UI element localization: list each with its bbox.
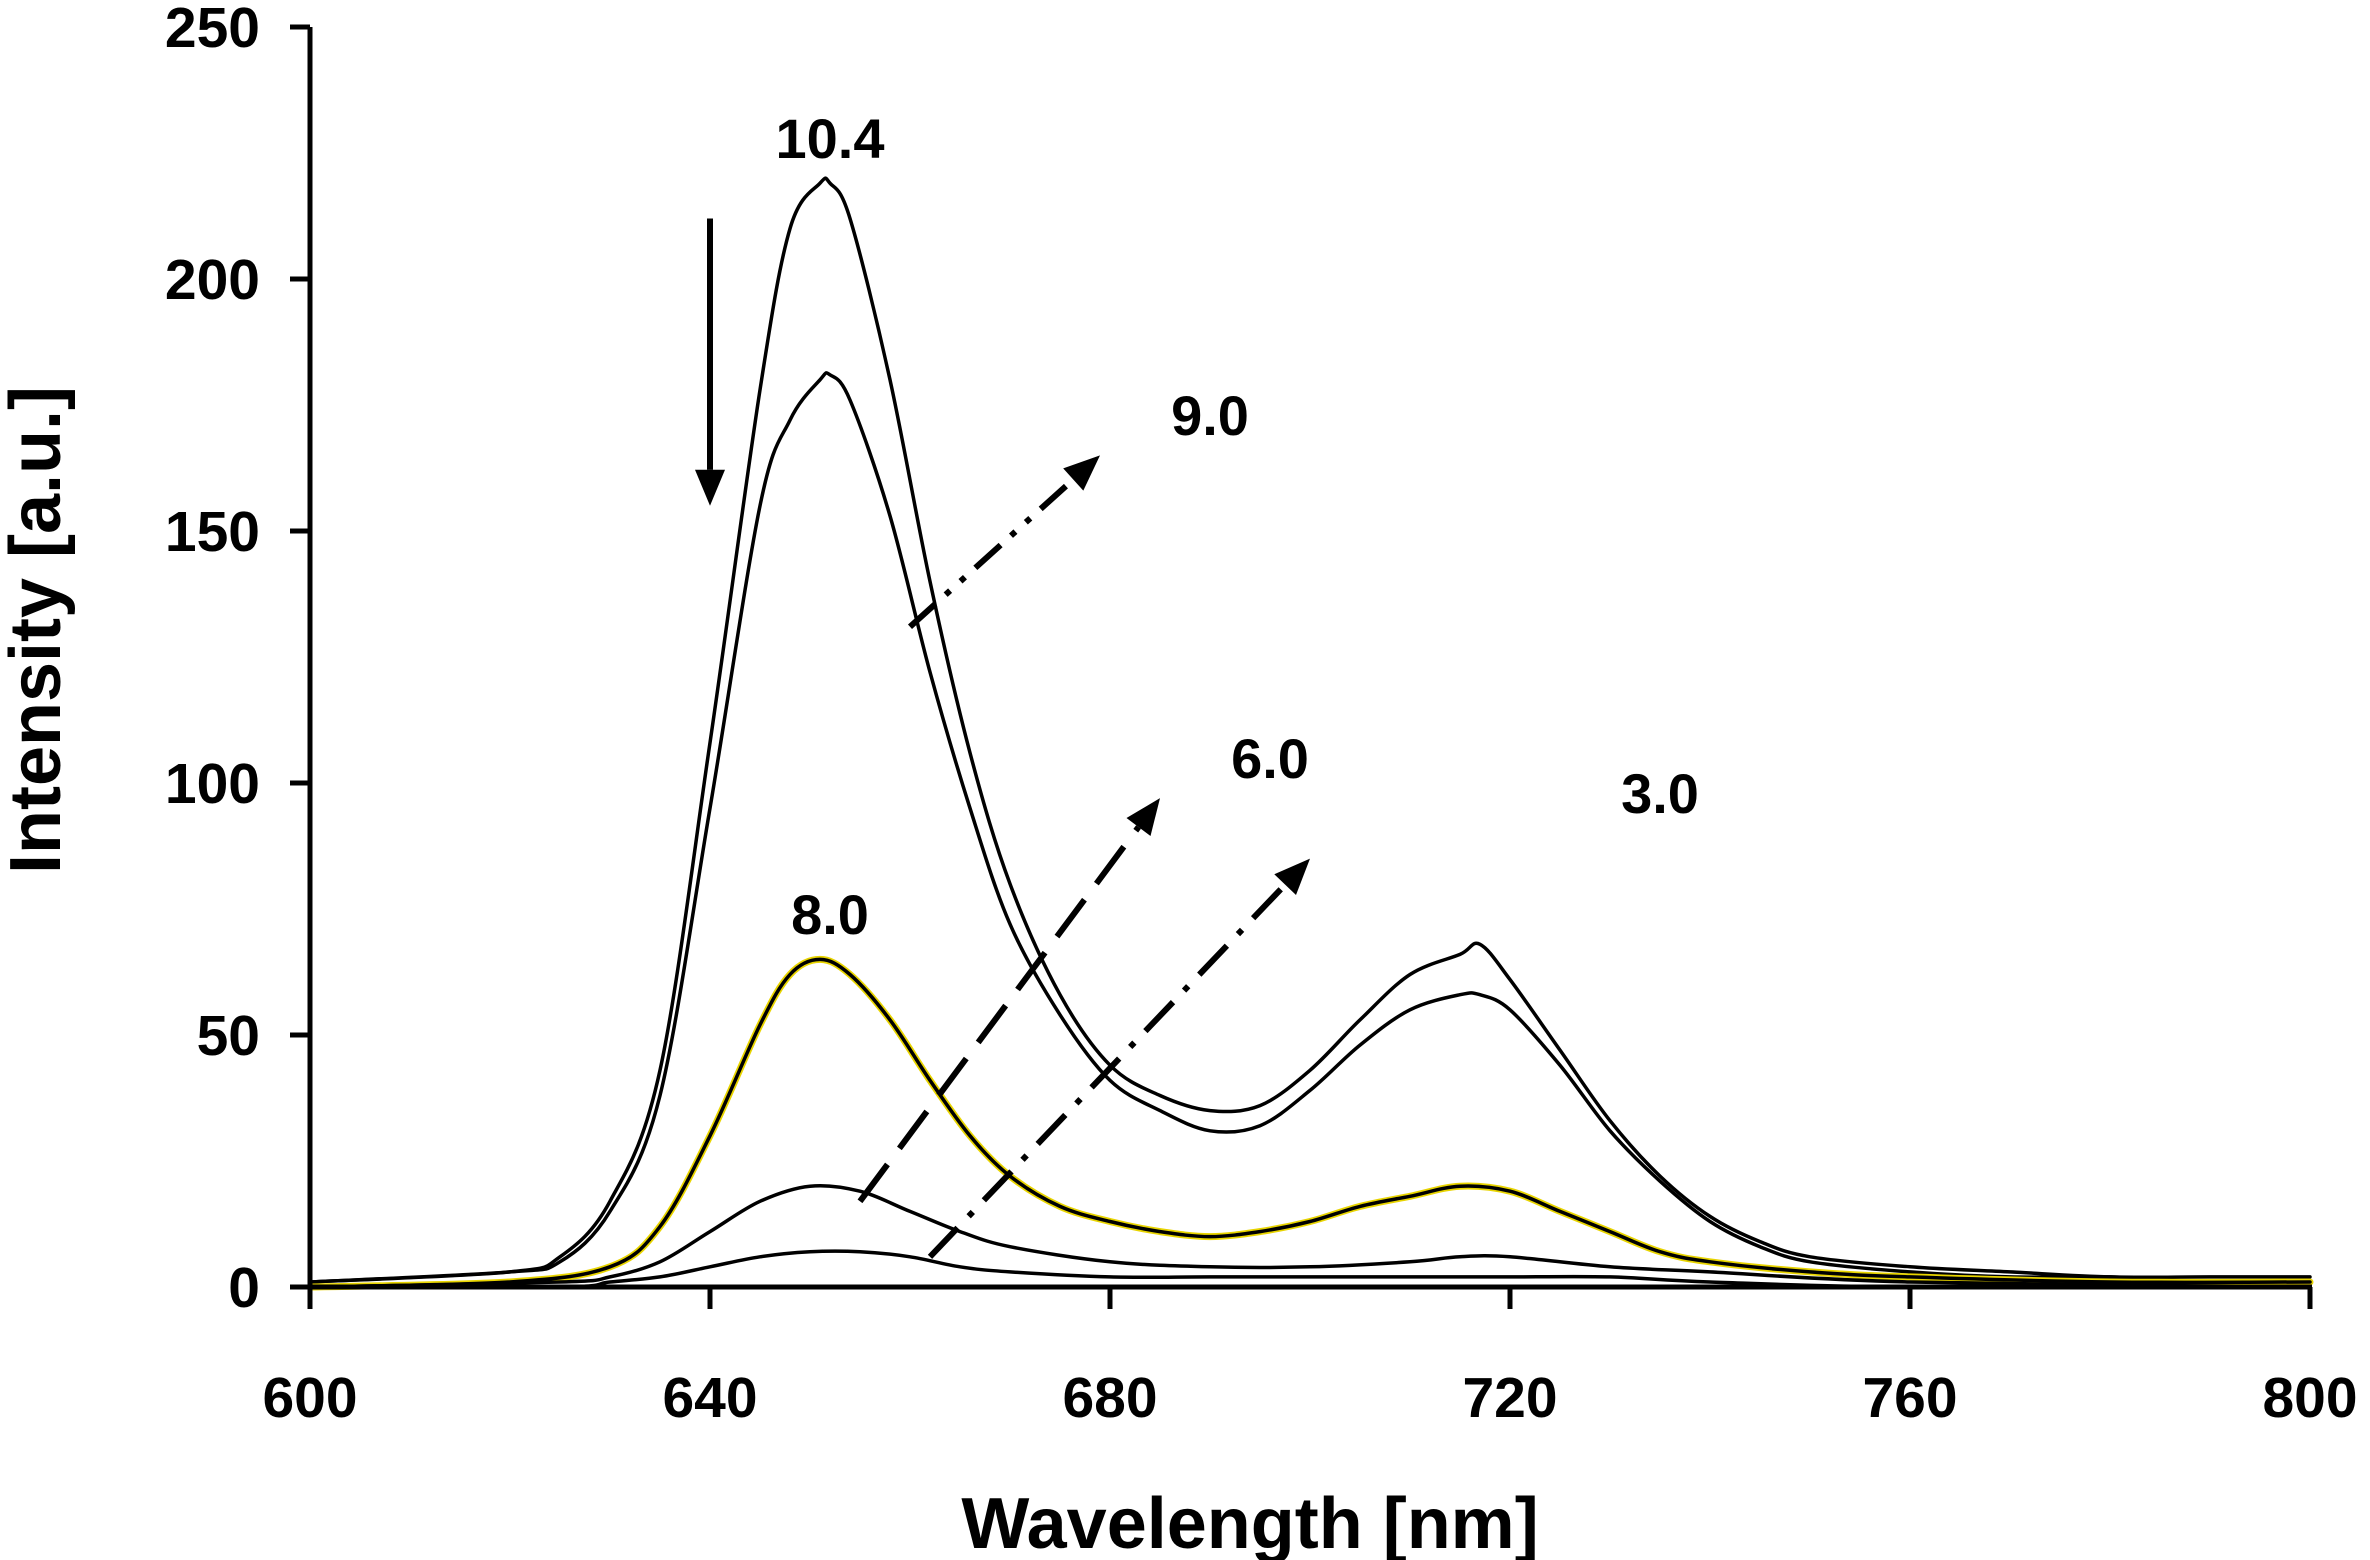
series-line-3-0 [308,1249,2312,1290]
arrow-dash-dot-dot [907,455,1100,629]
y-tick-label: 100 [165,752,260,816]
arrow-head [695,469,725,506]
arrow-head [1126,798,1160,836]
arrow-shaft [927,882,1288,1259]
arrow-layer [695,218,1310,1259]
x-tick-label: 800 [2262,1366,2357,1430]
arrow-shaft [857,825,1141,1204]
arrow-shaft [907,477,1076,629]
y-axis-title: Intensity [a.u.] [0,386,76,874]
series-line-8-0 [308,957,2312,1289]
y-tick-label: 150 [165,500,260,564]
y-tick-label: 200 [165,248,260,312]
arrow-head [1063,455,1100,491]
x-tick-label: 680 [1062,1366,1157,1430]
arrow-solid [695,218,725,506]
annotation-9-0: 9.0 [1171,384,1249,447]
arrow-dashed [857,798,1160,1204]
y-tick-label: 0 [228,1256,260,1320]
annotation-10-4: 10.4 [776,107,885,170]
x-tick-label: 720 [1462,1366,1557,1430]
series-line-9-0 [308,371,2312,1285]
y-tick-label: 250 [165,0,260,60]
x-tick-label: 760 [1862,1366,1957,1430]
x-axis-title: Wavelength [nm] [961,1484,1538,1560]
label-layer: 10.4 9.0 8.0 6.0 3.0 [776,107,1699,946]
axes-layer: 0 50 100 150 200 250 600 640 680 720 760 800 [165,0,2358,1430]
series-line-6-0 [308,1183,2312,1289]
annotation-3-0: 3.0 [1621,762,1699,825]
x-tick-label: 600 [262,1366,357,1430]
arrow-dash-dot [927,858,1310,1259]
series-line-10-4 [308,176,2312,1284]
annotation-8-0: 8.0 [791,883,869,946]
annotation-6-0: 6.0 [1231,727,1309,790]
arrow-head [1274,858,1310,895]
series-layer [306,176,2314,1291]
y-tick-label: 50 [197,1004,260,1068]
x-tick-label: 640 [662,1366,757,1430]
